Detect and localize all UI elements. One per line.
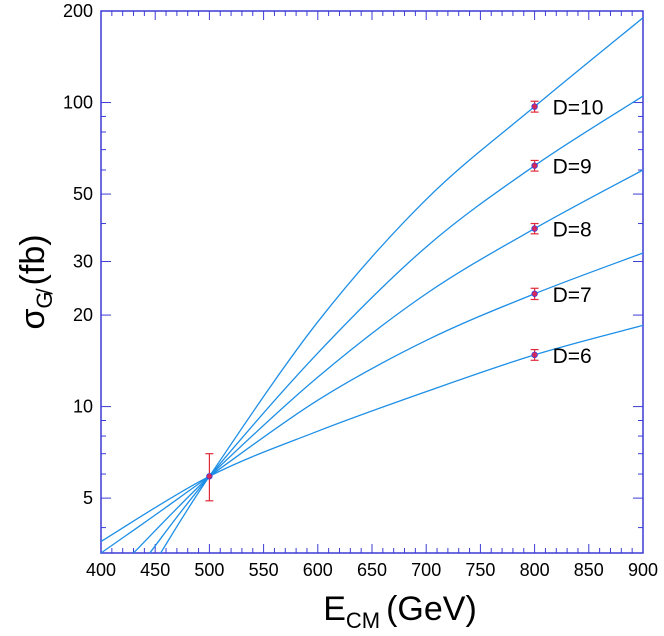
- y-tick-label: 100: [63, 93, 93, 113]
- y-axis-title-subscript: G̸: [32, 287, 57, 308]
- x-tick-label: 850: [574, 560, 604, 580]
- y-tick-label: 20: [73, 305, 93, 325]
- x-tick-label: 900: [628, 560, 658, 580]
- y-axis-title-main: σ: [14, 309, 52, 330]
- data-point: [531, 162, 538, 169]
- data-point: [206, 473, 213, 480]
- series-labels: D=6 D=7 D=8 D=9 D=10: [553, 97, 604, 368]
- series-label-d10: D=10: [553, 97, 604, 120]
- data-point: [531, 290, 538, 297]
- y-tick-label: 50: [73, 184, 93, 204]
- x-axis-title-subscript: CM: [346, 608, 380, 633]
- x-tick-label: 750: [465, 560, 495, 580]
- y-tick-label: 200: [63, 1, 93, 21]
- x-tick-label: 400: [86, 560, 116, 580]
- series-label-d6: D=6: [553, 345, 592, 368]
- x-tick-label: 500: [194, 560, 224, 580]
- y-axis-title: σG̸(fb): [14, 234, 57, 329]
- series-line-d6: [101, 324, 643, 543]
- x-tick-label: 550: [249, 560, 279, 580]
- x-axis-title-unit: (GeV): [386, 590, 477, 628]
- error-bars: [205, 100, 539, 502]
- x-tick-label: 700: [411, 560, 441, 580]
- y-tick-label: 5: [83, 488, 93, 508]
- ticks: [100, 10, 644, 553]
- x-tick-label: 600: [303, 560, 333, 580]
- x-axis-title: ECM (GeV): [323, 590, 477, 633]
- data-point: [531, 351, 538, 359]
- data-point: [531, 225, 538, 232]
- series-label-d7: D=7: [553, 284, 592, 307]
- x-tick-label: 450: [140, 560, 170, 580]
- y-tick-label: 10: [73, 397, 93, 417]
- y-tick-label: 30: [73, 252, 93, 272]
- x-tick-label: 650: [357, 560, 387, 580]
- x-axis-title-main: E: [323, 590, 346, 628]
- x-tick-label: 800: [520, 560, 550, 580]
- series-label-d8: D=8: [553, 219, 592, 242]
- data-point: [531, 103, 538, 110]
- series-label-d9: D=9: [553, 156, 592, 179]
- plot-frame: [100, 10, 644, 554]
- y-axis-title-unit: (fb): [14, 234, 52, 285]
- tick-labels: 400 450 500 550 600 650 700 750 800 850 900 5 10 20 30…: [63, 1, 658, 580]
